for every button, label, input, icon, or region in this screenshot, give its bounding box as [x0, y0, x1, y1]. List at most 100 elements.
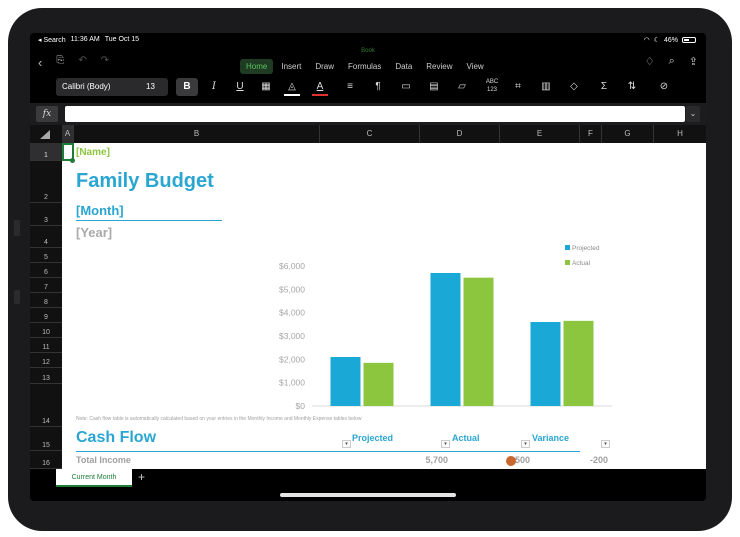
y-tick-label: $6,000: [279, 261, 305, 271]
fx-button[interactable]: fx: [36, 106, 58, 122]
back-icon[interactable]: ‹: [38, 55, 43, 70]
budget-title[interactable]: Family Budget: [76, 170, 214, 192]
tab-home[interactable]: Home: [240, 59, 274, 74]
align-icon[interactable]: ≡: [347, 81, 353, 92]
lightbulb-icon[interactable]: ♢: [644, 56, 655, 68]
home-indicator: [280, 493, 456, 497]
row-header[interactable]: 5: [30, 248, 62, 263]
total-income-projected[interactable]: 5,700: [425, 455, 448, 465]
budget-chart[interactable]: $0$1,000$2,000$3,000$4,000$5,000$6,000Ca…: [62, 143, 706, 413]
sheet-tab-current-month[interactable]: Current Month: [56, 469, 132, 487]
total-income-actual[interactable]: 5,500: [507, 455, 530, 465]
files-icon[interactable]: ⎘: [56, 55, 65, 66]
column-headers: A B C D E F G H: [30, 125, 706, 143]
chevron-down-icon[interactable]: ⌄: [686, 106, 700, 122]
column-header[interactable]: E: [500, 125, 580, 143]
total-income-label[interactable]: Total Income: [76, 455, 131, 465]
total-income-variance[interactable]: -200: [589, 455, 608, 465]
column-header[interactable]: B: [74, 125, 320, 143]
bold-button[interactable]: B: [176, 78, 198, 96]
merge-icon[interactable]: ▭: [401, 81, 411, 92]
row-header[interactable]: 14: [30, 384, 62, 427]
crop-icon[interactable]: ⌗: [515, 81, 521, 92]
selection-handle[interactable]: [70, 158, 75, 163]
eraser-icon[interactable]: ◇: [570, 81, 578, 92]
add-sheet-button[interactable]: +: [138, 470, 146, 484]
actual-header[interactable]: Actual: [452, 433, 480, 443]
format-icon[interactable]: ▤: [429, 81, 439, 92]
search-icon[interactable]: ⌕: [668, 55, 675, 67]
tab-formulas[interactable]: Formulas: [348, 62, 382, 71]
variance-header[interactable]: Variance: [532, 433, 570, 443]
tab-data[interactable]: Data: [395, 62, 413, 71]
fill-color-icon[interactable]: ◬: [284, 78, 300, 96]
wrap-text-icon[interactable]: ¶: [375, 81, 381, 92]
bar-projected: [530, 322, 561, 406]
font-name-value: Calibri (Body): [62, 82, 111, 91]
share-icon[interactable]: ⇪: [688, 56, 698, 68]
column-header[interactable]: G: [602, 125, 654, 143]
column-header[interactable]: C: [320, 125, 420, 143]
filter-dropdown-icon[interactable]: ▾: [441, 440, 450, 448]
row-header[interactable]: 9: [30, 308, 62, 323]
row-header[interactable]: 16: [30, 451, 62, 469]
moon-icon: ☾: [653, 37, 660, 44]
selection-handle[interactable]: [62, 143, 65, 146]
column-header[interactable]: F: [580, 125, 602, 143]
italic-button[interactable]: I: [212, 81, 216, 92]
home-toolbar: Calibri (Body) 13 B I U ▦ ◬ A ≡ ¶ ▭ ▤ ▱ …: [30, 75, 706, 99]
month-cell[interactable]: [Month]: [76, 203, 222, 221]
borders-icon[interactable]: ▦: [261, 81, 271, 92]
legend-label: Projected: [572, 245, 600, 252]
y-tick-label: $4,000: [279, 308, 305, 318]
wifi-icon: ◠: [643, 37, 650, 44]
font-name-field[interactable]: Calibri (Body): [56, 78, 168, 96]
y-tick-label: $3,000: [279, 331, 305, 341]
filter-dropdown-icon[interactable]: ▾: [521, 440, 530, 448]
row-header[interactable]: 3: [30, 203, 62, 226]
filter-dropdown-icon[interactable]: ▾: [601, 440, 610, 448]
row-header[interactable]: 10: [30, 323, 62, 338]
formula-input[interactable]: [65, 106, 685, 122]
redo-icon[interactable]: ↷: [100, 55, 110, 66]
row-header[interactable]: 12: [30, 353, 62, 368]
filter-dropdown-icon[interactable]: ▾: [342, 440, 351, 448]
row-header[interactable]: 4: [30, 226, 62, 248]
column-header[interactable]: A: [62, 125, 74, 143]
tab-draw[interactable]: Draw: [315, 62, 335, 71]
undo-icon[interactable]: ↶: [78, 55, 87, 66]
font-color-icon[interactable]: A: [312, 78, 328, 96]
year-cell[interactable]: [Year]: [76, 225, 113, 240]
sort-filter-icon[interactable]: ⇅: [627, 81, 637, 92]
selected-cell[interactable]: [62, 143, 74, 161]
underline-button[interactable]: U: [236, 81, 244, 92]
column-header[interactable]: H: [677, 129, 683, 138]
row-header[interactable]: 15: [30, 427, 62, 451]
styles-icon[interactable]: ▱: [458, 81, 466, 92]
sheet-grid[interactable]: [Name] Family Budget [Month] [Year] $0 $1…: [62, 143, 706, 469]
variance-indicator-icon: [506, 456, 516, 466]
cash-flow-title[interactable]: Cash Flow: [76, 429, 157, 446]
status-back-search[interactable]: ◂ Search: [38, 37, 66, 44]
column-header[interactable]: D: [420, 125, 500, 143]
tab-insert[interactable]: Insert: [281, 62, 302, 71]
row-header[interactable]: 6: [30, 263, 62, 278]
insert-cells-icon[interactable]: ▥: [541, 81, 551, 92]
font-size-field[interactable]: 13: [146, 82, 155, 91]
row-header[interactable]: 7: [30, 278, 62, 293]
row-header[interactable]: 1: [30, 143, 62, 161]
ribbon-header: Book ‹ ⎘ ↶ ↷ Home Insert Draw Formulas D…: [30, 47, 706, 75]
tab-review[interactable]: Review: [426, 62, 453, 71]
row-header[interactable]: 2: [30, 161, 62, 203]
projected-header[interactable]: Projected: [352, 433, 394, 443]
name-cell[interactable]: [Name]: [76, 147, 110, 158]
number-format-button[interactable]: ABC 123: [482, 78, 502, 96]
find-icon[interactable]: ⊘: [659, 81, 669, 92]
row-header[interactable]: 11: [30, 338, 62, 353]
row-header[interactable]: 13: [30, 368, 62, 384]
tab-view[interactable]: View: [466, 62, 484, 71]
row-header[interactable]: 8: [30, 293, 62, 308]
ribbon-tabs: Home Insert Draw Formulas Data Review Vi…: [240, 59, 490, 74]
autosum-button[interactable]: Σ: [600, 81, 608, 92]
select-all-corner[interactable]: [30, 125, 62, 143]
